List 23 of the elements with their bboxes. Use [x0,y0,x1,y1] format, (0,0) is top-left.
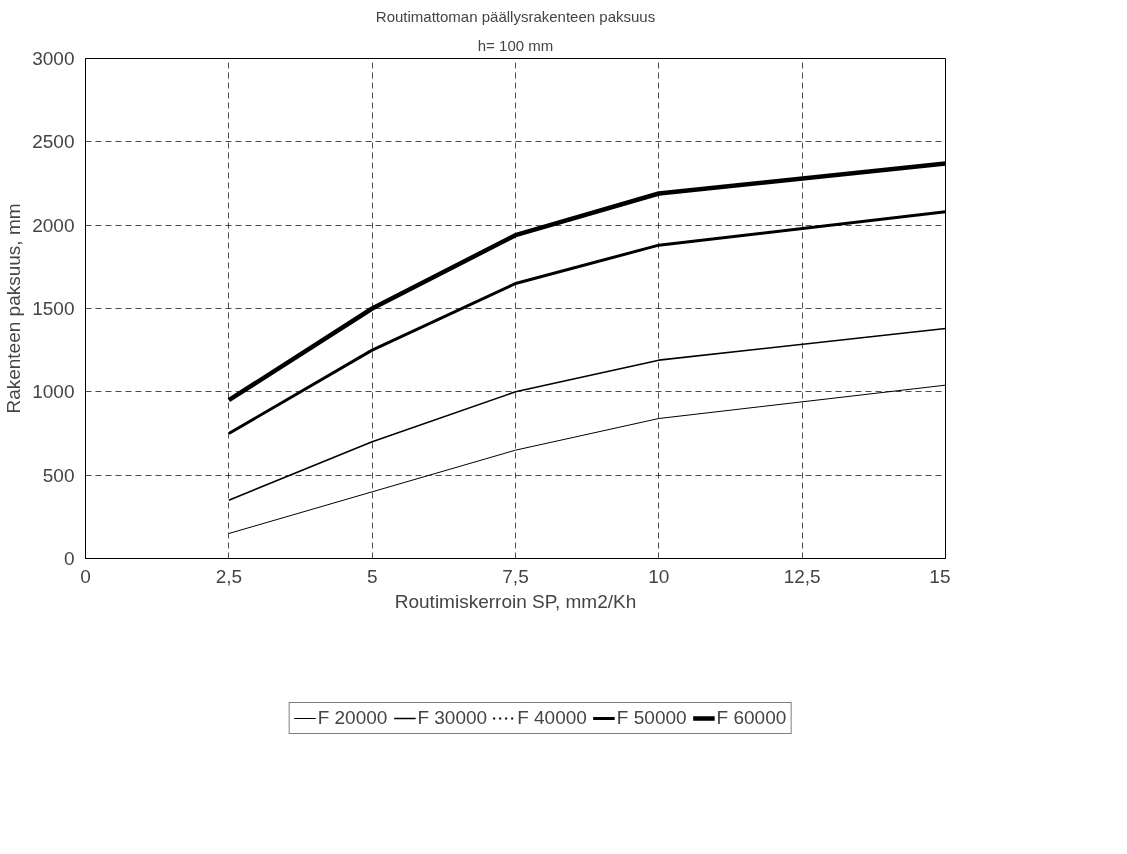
x-tick-label: 12,5 [783,565,821,587]
y-tick-label: 500 [42,464,75,486]
y-tick-label: 2000 [32,214,75,236]
legend-label: F 20000 [317,707,388,729]
legend-label: F 50000 [616,707,687,729]
x-tick-label: 10 [648,565,670,587]
x-tick-label: 7,5 [502,565,529,587]
y-tick-label: 3000 [32,48,75,69]
y-axis-title: Rakenteen paksuus, mm [3,203,25,414]
y-tick-label: 1500 [32,298,75,319]
y-tick-label: 2500 [32,131,75,153]
chart-title: Routimattoman päällysrakenteen paksuus [375,7,656,25]
x-tick-label: 5 [366,565,378,587]
x-tick-label: 15 [929,565,951,587]
chart-subtitle: h= 100 mm [477,36,554,54]
legend-label: F 60000 [716,707,787,729]
x-axis-title: Routimiskerroin SP, mm2/Kh [394,590,637,612]
legend-label: F 30000 [417,707,488,729]
x-tick-label: 2,5 [215,565,243,587]
y-tick-label: 1000 [32,381,75,403]
x-tick-label: 0 [80,565,91,587]
y-tick-label: 0 [63,548,75,569]
legend-label: F 40000 [517,707,587,729]
